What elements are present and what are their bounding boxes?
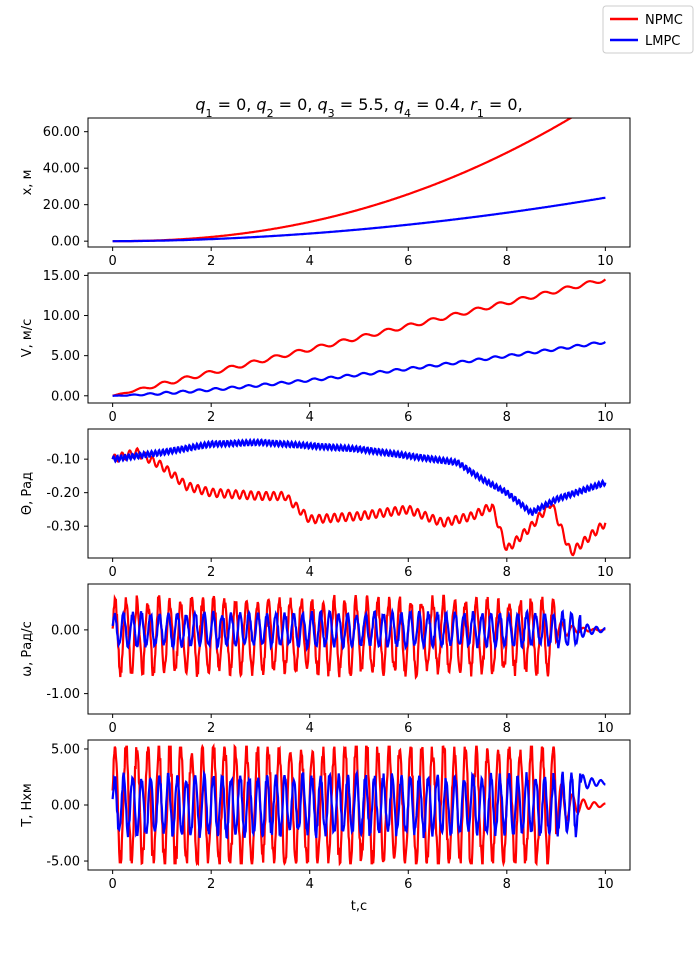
x-tick-label: 6: [404, 565, 412, 580]
x-tick-label: 10: [597, 410, 614, 425]
subplot-x: 0 2 4 6 8 10 0.00 20.00 40.00 60.00 x, м: [20, 117, 631, 269]
x-tick-label: 4: [306, 410, 314, 425]
x-tick-label: 4: [306, 721, 314, 736]
y-tick-label: -1.00: [46, 687, 80, 702]
x-tick-label: 0: [108, 721, 116, 736]
x-tick-label: 6: [404, 410, 412, 425]
y-tick-label: 5.00: [51, 349, 80, 364]
y-tick-label: -0.10: [46, 453, 80, 468]
y-tick-label: 20.00: [43, 198, 80, 213]
x-tick-label: 6: [404, 721, 412, 736]
y-tick-label: -5.00: [46, 855, 80, 870]
x-tick-label: 6: [404, 877, 412, 892]
series-v-lmpc: [112, 341, 606, 397]
y-axis-label-torque: T, Нхм: [20, 783, 35, 827]
legend: NPMC LMPC: [602, 5, 694, 54]
y-axis-label-v: V, м/с: [20, 319, 35, 358]
subplot-omega: 0 2 4 6 8 10 0.00 -1.00 ω, Рад/с: [20, 583, 631, 736]
x-tick-label: 2: [207, 410, 215, 425]
legend-label-npmc: NPMC: [645, 13, 683, 28]
series-x-lmpc: [112, 196, 606, 243]
x-tick-label: 0: [108, 877, 116, 892]
x-tick-label: 0: [108, 254, 116, 269]
x-tick-label: 0: [108, 565, 116, 580]
y-axis-label-theta: Θ, Рад: [20, 472, 35, 515]
x-tick-label: 4: [306, 254, 314, 269]
y-tick-label: 60.00: [43, 125, 80, 140]
axes-frame-v: [87, 272, 631, 404]
subplot-torque: 0 2 4 6 8 10 5.00 0.00 -5.00 T, Нхм: [20, 739, 631, 892]
series-v-npmc: [112, 278, 607, 397]
y-tick-label: -0.20: [46, 486, 80, 501]
y-axis-label-omega: ω, Рад/с: [20, 621, 35, 676]
y-tick-label: -0.30: [46, 520, 80, 535]
y-tick-label: 15.00: [43, 269, 80, 284]
series-omega-lmpc: [111, 607, 606, 653]
x-tick-label: 10: [597, 254, 614, 269]
series-x-npmc: [112, 118, 573, 243]
y-tick-label: 0.00: [51, 623, 80, 638]
x-tick-label: 8: [503, 254, 511, 269]
x-tick-label: 8: [503, 565, 511, 580]
x-tick-label: 10: [597, 721, 614, 736]
x-tick-label: 8: [503, 410, 511, 425]
x-tick-label: 2: [207, 877, 215, 892]
y-tick-label: 10.00: [43, 309, 80, 324]
x-tick-label: 6: [404, 254, 412, 269]
subplot-v: 0 2 4 6 8 10 0.00 5.00 10.00 15.00 V, м/с: [20, 269, 631, 425]
axes-frame-theta: [87, 428, 631, 559]
series-theta-npmc: [111, 446, 607, 557]
x-tick-label: 2: [207, 565, 215, 580]
x-tick-label: 4: [306, 565, 314, 580]
y-tick-label: 5.00: [51, 742, 80, 757]
y-tick-label: 0.00: [51, 389, 80, 404]
chart-title: q1 = 0, q2 = 0, q3 = 5.5, q4 = 0.4, r1 =…: [195, 95, 522, 120]
y-tick-label: 40.00: [43, 162, 80, 177]
x-tick-label: 2: [207, 721, 215, 736]
y-tick-label: 0.00: [51, 799, 80, 814]
x-axis-label: t,c: [351, 899, 367, 914]
x-tick-label: 10: [597, 877, 614, 892]
axes-frame-x: [87, 117, 631, 248]
x-tick-label: 0: [108, 410, 116, 425]
y-axis-label-x: x, м: [20, 170, 35, 196]
legend-label-lmpc: LMPC: [645, 34, 680, 49]
x-tick-label: 4: [306, 877, 314, 892]
series-theta-lmpc: [111, 437, 607, 517]
x-tick-label: 8: [503, 877, 511, 892]
x-tick-label: 10: [597, 565, 614, 580]
axes-frame-omega: [87, 583, 631, 715]
x-tick-label: 8: [503, 721, 511, 736]
x-tick-label: 2: [207, 254, 215, 269]
series-torque-lmpc: [111, 769, 606, 840]
y-tick-label: 0.00: [51, 235, 80, 250]
subplot-theta: 0 2 4 6 8 10 -0.10 -0.20 -0.30 Θ, Рад: [20, 428, 631, 580]
